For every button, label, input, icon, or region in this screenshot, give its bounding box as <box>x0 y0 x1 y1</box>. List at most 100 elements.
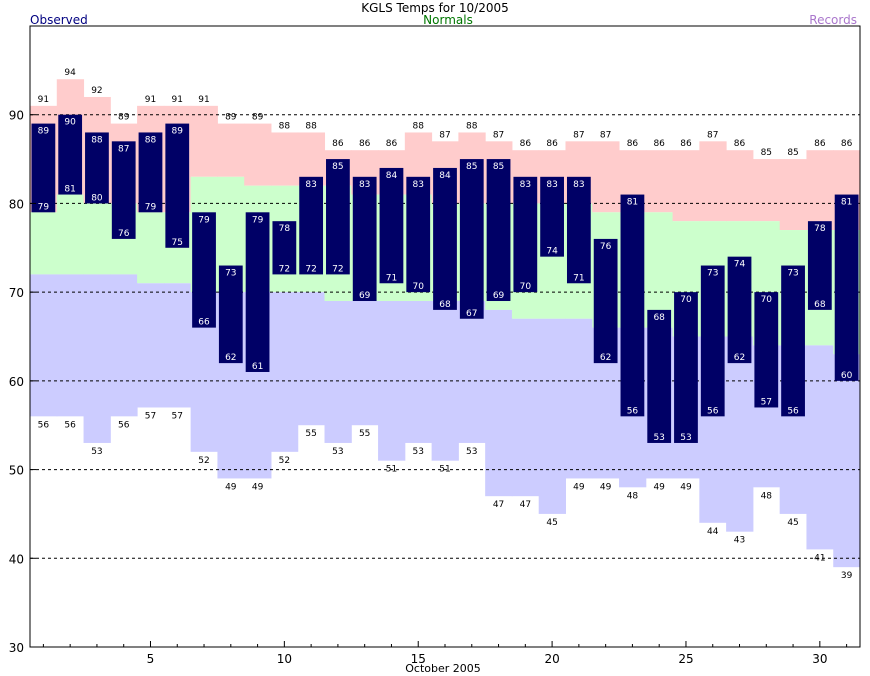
observed-bar-day-6 <box>165 123 190 248</box>
record-band-day-9 <box>244 123 272 186</box>
high-label-day-7: 79 <box>198 215 210 225</box>
record-high-label-day-4: 89 <box>118 113 130 123</box>
low-label-day-15: 70 <box>412 282 424 292</box>
x-tick-label-5: 5 <box>147 652 155 666</box>
observed-bar-day-15 <box>406 176 431 293</box>
record-high-label-day-26: 87 <box>707 130 718 140</box>
high-label-day-27: 74 <box>734 260 746 270</box>
chart-title: KGLS Temps for 10/2005 <box>361 1 509 15</box>
observed-bar-day-22 <box>593 238 618 364</box>
low-label-day-22: 62 <box>600 353 611 363</box>
record-low-label-day-21: 49 <box>573 482 585 492</box>
low-label-day-23: 56 <box>627 406 639 416</box>
legend-records: Records <box>809 13 857 27</box>
observed-bar-day-12 <box>326 159 350 275</box>
observed-bar-day-24 <box>647 309 672 443</box>
high-label-day-9: 79 <box>252 215 264 225</box>
record-band-day-29 <box>779 159 807 231</box>
observed-bar-day-18 <box>486 159 511 302</box>
high-label-day-30: 78 <box>814 224 826 234</box>
record-low-label-day-13: 55 <box>359 429 370 439</box>
high-label-day-5: 88 <box>145 135 157 145</box>
observed-bar-day-11 <box>299 176 324 275</box>
record-low-label-day-11: 55 <box>305 429 316 439</box>
record-low-label-day-22: 49 <box>600 482 612 492</box>
observed-bar-day-25 <box>674 292 698 443</box>
record-low-label-day-10: 52 <box>279 456 290 466</box>
low-label-day-2: 81 <box>64 185 75 195</box>
high-label-day-3: 88 <box>91 135 103 145</box>
low-band-day-3 <box>83 274 111 443</box>
observed-bar-day-7 <box>192 212 216 328</box>
record-low-label-day-12: 53 <box>332 447 343 457</box>
normal-band-day-3 <box>83 203 111 275</box>
high-label-day-13: 83 <box>359 180 370 190</box>
record-high-label-day-10: 88 <box>279 121 291 131</box>
low-label-day-20: 74 <box>546 247 558 257</box>
low-label-day-4: 76 <box>118 229 130 239</box>
low-label-day-29: 56 <box>787 406 799 416</box>
high-label-day-1: 89 <box>38 127 50 137</box>
observed-bar-day-4 <box>111 141 136 239</box>
low-band-day-6 <box>163 283 192 408</box>
record-high-label-day-2: 94 <box>64 68 76 78</box>
x-tick-label-20: 20 <box>544 652 559 666</box>
low-label-day-28: 57 <box>761 397 772 407</box>
low-band-day-31 <box>833 354 861 568</box>
y-tick-label-90: 90 <box>9 109 24 123</box>
low-label-day-8: 62 <box>225 353 236 363</box>
record-low-label-day-1: 56 <box>38 420 50 430</box>
high-label-day-25: 70 <box>680 295 692 305</box>
low-band-day-30 <box>806 345 834 550</box>
legend-normals: Normals <box>423 13 473 27</box>
record-high-label-day-28: 85 <box>761 148 772 158</box>
high-label-day-2: 90 <box>64 118 76 128</box>
value-labels-layer: 91 89 79 56 94 90 81 56 92 88 80 53 89 87 76 56 91 88 79 57… <box>38 68 853 581</box>
low-label-day-11: 72 <box>305 264 316 274</box>
record-low-label-day-14: 51 <box>386 465 397 475</box>
observed-bar-day-10 <box>272 221 297 275</box>
high-label-day-18: 85 <box>493 162 504 172</box>
low-band-day-10 <box>270 292 299 452</box>
high-label-day-31: 81 <box>841 198 852 208</box>
record-low-label-day-27: 43 <box>734 536 745 546</box>
low-band-day-18 <box>485 309 513 497</box>
record-low-label-day-23: 48 <box>627 491 639 501</box>
record-high-label-day-24: 86 <box>653 139 665 149</box>
record-high-label-day-8: 89 <box>225 113 237 123</box>
observed-bar-day-3 <box>85 132 109 204</box>
record-high-label-day-22: 87 <box>600 130 611 140</box>
record-low-label-day-5: 57 <box>145 411 156 421</box>
record-low-label-day-3: 53 <box>91 447 102 457</box>
record-high-label-day-23: 86 <box>627 139 639 149</box>
observed-bar-day-1 <box>31 123 56 213</box>
high-label-day-26: 73 <box>707 269 718 279</box>
record-low-label-day-24: 49 <box>653 482 665 492</box>
record-high-label-day-20: 86 <box>546 139 558 149</box>
observed-bar-day-19 <box>513 176 538 293</box>
x-tick-label-10: 10 <box>277 652 292 666</box>
low-label-day-5: 79 <box>145 202 157 212</box>
low-band-day-5 <box>137 283 165 408</box>
record-high-label-day-16: 87 <box>439 130 450 140</box>
observed-bar-day-26 <box>700 265 725 417</box>
record-low-label-day-18: 47 <box>493 500 504 510</box>
observed-bar-day-14 <box>379 167 404 284</box>
y-tick-label-50: 50 <box>9 464 24 478</box>
record-high-label-day-13: 86 <box>359 139 371 149</box>
record-low-label-day-28: 48 <box>761 491 773 501</box>
record-low-label-day-19: 47 <box>520 500 531 510</box>
record-band-day-30 <box>806 150 834 231</box>
record-high-label-day-12: 86 <box>332 139 344 149</box>
high-label-day-20: 83 <box>546 180 557 190</box>
low-label-day-21: 71 <box>573 273 584 283</box>
record-band-day-8 <box>217 123 245 177</box>
y-tick-label-40: 40 <box>9 552 24 566</box>
record-low-label-day-2: 56 <box>64 420 76 430</box>
high-label-day-23: 81 <box>627 198 638 208</box>
record-high-label-day-15: 88 <box>412 121 424 131</box>
record-low-label-day-9: 49 <box>252 482 264 492</box>
observed-bar-day-13 <box>352 176 377 302</box>
x-tick-label-25: 25 <box>678 652 693 666</box>
